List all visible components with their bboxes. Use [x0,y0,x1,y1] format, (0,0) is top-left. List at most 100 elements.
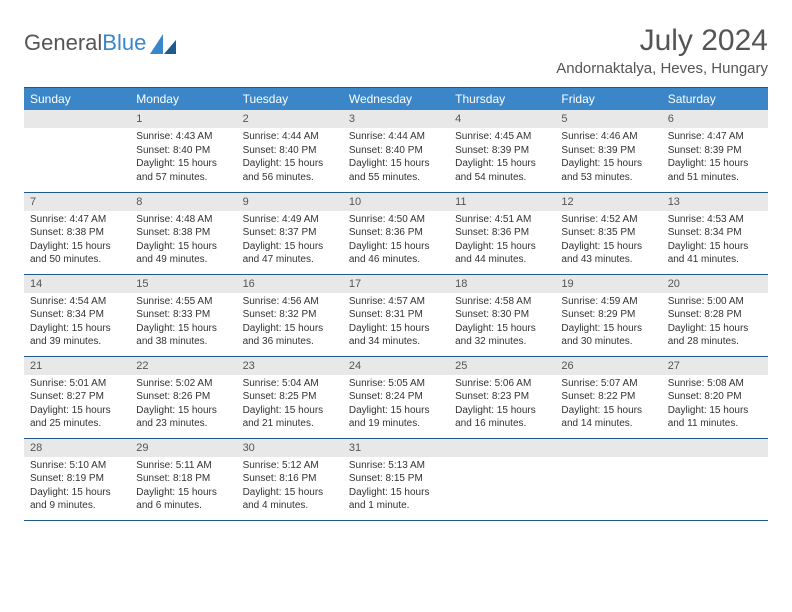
day-number: 7 [24,193,130,211]
calendar-day-cell [555,438,661,520]
day-content: Sunrise: 5:08 AMSunset: 8:20 PMDaylight:… [662,375,768,435]
daylight-text: Daylight: 15 hours and 44 minutes. [455,240,549,267]
month-title: July 2024 [556,24,768,58]
day-number: 30 [237,439,343,457]
day-content: Sunrise: 5:00 AMSunset: 8:28 PMDaylight:… [662,293,768,353]
sunrise-text: Sunrise: 5:04 AM [243,377,337,391]
sunset-text: Sunset: 8:40 PM [349,144,443,158]
sunrise-text: Sunrise: 4:43 AM [136,130,230,144]
sunset-text: Sunset: 8:18 PM [136,472,230,486]
sunrise-text: Sunrise: 4:53 AM [668,213,762,227]
sunset-text: Sunset: 8:38 PM [30,226,124,240]
calendar-day-cell [662,438,768,520]
calendar-day-cell: 1Sunrise: 4:43 AMSunset: 8:40 PMDaylight… [130,110,236,192]
day-content: Sunrise: 5:01 AMSunset: 8:27 PMDaylight:… [24,375,130,435]
daylight-text: Daylight: 15 hours and 54 minutes. [455,157,549,184]
calendar-day-cell: 10Sunrise: 4:50 AMSunset: 8:36 PMDayligh… [343,192,449,274]
calendar-day-cell: 6Sunrise: 4:47 AMSunset: 8:39 PMDaylight… [662,110,768,192]
day-content: Sunrise: 4:52 AMSunset: 8:35 PMDaylight:… [555,211,661,271]
daylight-text: Daylight: 15 hours and 36 minutes. [243,322,337,349]
sunrise-text: Sunrise: 5:08 AM [668,377,762,391]
sunrise-text: Sunrise: 5:10 AM [30,459,124,473]
sunset-text: Sunset: 8:26 PM [136,390,230,404]
sunset-text: Sunset: 8:39 PM [668,144,762,158]
day-content: Sunrise: 4:43 AMSunset: 8:40 PMDaylight:… [130,128,236,188]
sunset-text: Sunset: 8:19 PM [30,472,124,486]
weekday-header: Wednesday [343,88,449,111]
sunset-text: Sunset: 8:20 PM [668,390,762,404]
sunset-text: Sunset: 8:23 PM [455,390,549,404]
sunset-text: Sunset: 8:32 PM [243,308,337,322]
daylight-text: Daylight: 15 hours and 34 minutes. [349,322,443,349]
sunset-text: Sunset: 8:16 PM [243,472,337,486]
sunset-text: Sunset: 8:27 PM [30,390,124,404]
day-number: 9 [237,193,343,211]
calendar-day-cell [449,438,555,520]
calendar-day-cell: 23Sunrise: 5:04 AMSunset: 8:25 PMDayligh… [237,356,343,438]
day-content: Sunrise: 4:56 AMSunset: 8:32 PMDaylight:… [237,293,343,353]
calendar-header-row: SundayMondayTuesdayWednesdayThursdayFrid… [24,88,768,111]
day-number: 27 [662,357,768,375]
day-content: Sunrise: 4:48 AMSunset: 8:38 PMDaylight:… [130,211,236,271]
sunset-text: Sunset: 8:29 PM [561,308,655,322]
day-number: 3 [343,110,449,128]
daylight-text: Daylight: 15 hours and 55 minutes. [349,157,443,184]
logo-text-blue: Blue [102,30,146,56]
sunset-text: Sunset: 8:34 PM [668,226,762,240]
calendar-day-cell: 14Sunrise: 4:54 AMSunset: 8:34 PMDayligh… [24,274,130,356]
daylight-text: Daylight: 15 hours and 21 minutes. [243,404,337,431]
calendar-day-cell: 21Sunrise: 5:01 AMSunset: 8:27 PMDayligh… [24,356,130,438]
day-number: 21 [24,357,130,375]
sunset-text: Sunset: 8:35 PM [561,226,655,240]
calendar-day-cell: 2Sunrise: 4:44 AMSunset: 8:40 PMDaylight… [237,110,343,192]
sunrise-text: Sunrise: 4:44 AM [349,130,443,144]
calendar-day-cell: 29Sunrise: 5:11 AMSunset: 8:18 PMDayligh… [130,438,236,520]
calendar-day-cell: 3Sunrise: 4:44 AMSunset: 8:40 PMDaylight… [343,110,449,192]
day-content: Sunrise: 5:10 AMSunset: 8:19 PMDaylight:… [24,457,130,517]
location-text: Andornaktalya, Heves, Hungary [556,60,768,77]
day-number: 10 [343,193,449,211]
calendar-day-cell: 7Sunrise: 4:47 AMSunset: 8:38 PMDaylight… [24,192,130,274]
day-number: 20 [662,275,768,293]
day-content: Sunrise: 5:05 AMSunset: 8:24 PMDaylight:… [343,375,449,435]
sunrise-text: Sunrise: 5:05 AM [349,377,443,391]
day-content: Sunrise: 4:50 AMSunset: 8:36 PMDaylight:… [343,211,449,271]
day-number: 25 [449,357,555,375]
day-number: 13 [662,193,768,211]
day-number: 15 [130,275,236,293]
day-number: 28 [24,439,130,457]
sunrise-text: Sunrise: 5:01 AM [30,377,124,391]
calendar-day-cell [24,110,130,192]
calendar-day-cell: 28Sunrise: 5:10 AMSunset: 8:19 PMDayligh… [24,438,130,520]
daylight-text: Daylight: 15 hours and 50 minutes. [30,240,124,267]
day-number: 17 [343,275,449,293]
sunrise-text: Sunrise: 5:12 AM [243,459,337,473]
day-content: Sunrise: 4:44 AMSunset: 8:40 PMDaylight:… [343,128,449,188]
sunrise-text: Sunrise: 5:02 AM [136,377,230,391]
sunset-text: Sunset: 8:36 PM [349,226,443,240]
day-content: Sunrise: 5:12 AMSunset: 8:16 PMDaylight:… [237,457,343,517]
daylight-text: Daylight: 15 hours and 1 minute. [349,486,443,513]
daylight-text: Daylight: 15 hours and 32 minutes. [455,322,549,349]
daylight-text: Daylight: 15 hours and 14 minutes. [561,404,655,431]
sunset-text: Sunset: 8:38 PM [136,226,230,240]
calendar-day-cell: 11Sunrise: 4:51 AMSunset: 8:36 PMDayligh… [449,192,555,274]
calendar-table: SundayMondayTuesdayWednesdayThursdayFrid… [24,87,768,521]
day-number: 5 [555,110,661,128]
sunset-text: Sunset: 8:28 PM [668,308,762,322]
day-content: Sunrise: 4:44 AMSunset: 8:40 PMDaylight:… [237,128,343,188]
weekday-header: Sunday [24,88,130,111]
weekday-header: Friday [555,88,661,111]
sunset-text: Sunset: 8:25 PM [243,390,337,404]
daylight-text: Daylight: 15 hours and 47 minutes. [243,240,337,267]
calendar-day-cell: 19Sunrise: 4:59 AMSunset: 8:29 PMDayligh… [555,274,661,356]
day-content: Sunrise: 4:45 AMSunset: 8:39 PMDaylight:… [449,128,555,188]
calendar-day-cell: 5Sunrise: 4:46 AMSunset: 8:39 PMDaylight… [555,110,661,192]
sunrise-text: Sunrise: 5:06 AM [455,377,549,391]
day-number: 12 [555,193,661,211]
day-number: 26 [555,357,661,375]
calendar-day-cell: 18Sunrise: 4:58 AMSunset: 8:30 PMDayligh… [449,274,555,356]
sunrise-text: Sunrise: 4:48 AM [136,213,230,227]
weekday-header: Saturday [662,88,768,111]
sunrise-text: Sunrise: 4:54 AM [30,295,124,309]
